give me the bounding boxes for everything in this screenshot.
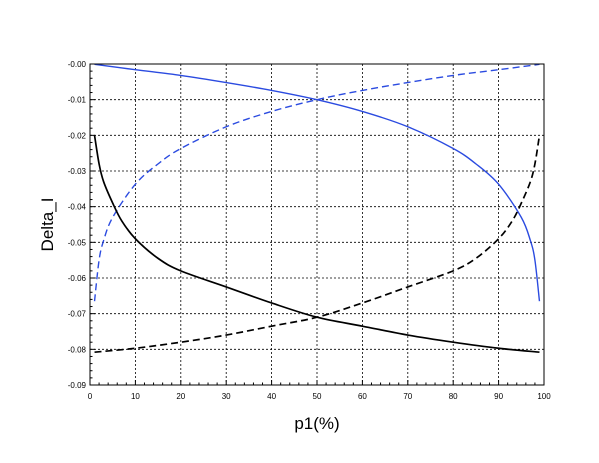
x-tick-label: 50 (313, 392, 322, 401)
y-tick-label: -0.05 (68, 238, 87, 247)
x-axis-title: p1(%) (294, 414, 339, 433)
x-tick-label: 100 (537, 392, 551, 401)
x-tick-label: 60 (358, 392, 367, 401)
x-axis-ticks: 0 10 20 30 40 50 60 70 80 90 100 (88, 380, 551, 401)
x-tick-label: 10 (131, 392, 140, 401)
series-line-blue-solid (94, 63, 541, 302)
y-axis-title: Delta_I (38, 198, 57, 252)
grid (90, 64, 544, 385)
series-line-black-solid (93, 135, 540, 354)
x-tick-label: 30 (222, 392, 231, 401)
x-tick-label: 20 (176, 392, 185, 401)
y-tick-label: -0.08 (68, 345, 87, 354)
x-tick-label: 40 (267, 392, 276, 401)
y-tick-label: -0.04 (68, 203, 87, 212)
series-group (93, 63, 541, 354)
x-tick-label: 70 (403, 392, 412, 401)
y-tick-label: -0.06 (68, 274, 87, 283)
x-tick-label: 0 (88, 392, 93, 401)
y-tick-label: -0.03 (68, 167, 87, 176)
y-tick-label: -0.00 (68, 60, 87, 69)
y-tick-label: -0.02 (68, 131, 87, 140)
y-axis-ticks: -0.00 -0.01 -0.02 -0.03 -0.04 -0.05 -0.06 -0.07… (68, 60, 95, 390)
y-tick-label: -0.01 (68, 96, 87, 105)
series-line-black-dashed (94, 135, 541, 354)
y-tick-label: -0.07 (68, 310, 87, 319)
x-tick-label: 80 (449, 392, 458, 401)
series-line-blue-dashed (93, 63, 540, 302)
y-tick-label: -0.09 (68, 381, 87, 390)
x-tick-label: 90 (494, 392, 503, 401)
